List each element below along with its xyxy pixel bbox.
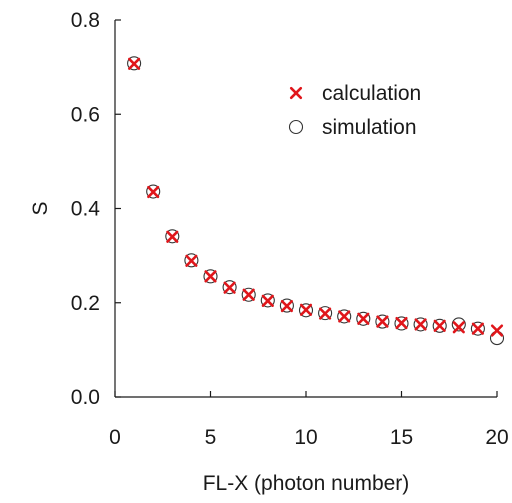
y-tick-label: 0.0 bbox=[71, 386, 100, 409]
x-tick-label: 10 bbox=[294, 426, 317, 449]
legend-label: simulation bbox=[322, 116, 417, 139]
simulation-point bbox=[184, 253, 199, 268]
x-marker-stroke bbox=[128, 57, 141, 70]
calculation-point bbox=[299, 303, 313, 316]
x-marker-stroke bbox=[338, 310, 351, 323]
legend-label: calculation bbox=[322, 82, 421, 105]
simulation-point bbox=[451, 317, 466, 332]
y-tick-label: 0.6 bbox=[71, 103, 100, 126]
y-tick-label: 0.2 bbox=[71, 292, 100, 315]
x-marker-stroke bbox=[433, 319, 446, 332]
x-marker-stroke bbox=[185, 254, 198, 267]
x-marker-stroke bbox=[490, 324, 504, 337]
x-tick-label: 0 bbox=[109, 426, 121, 449]
simulation-point bbox=[127, 56, 142, 71]
x-marker-stroke bbox=[204, 270, 217, 283]
x-marker-stroke bbox=[166, 230, 179, 243]
x-marker-stroke bbox=[261, 294, 274, 307]
legend-simulation-marker bbox=[288, 119, 304, 135]
calculation-point bbox=[147, 185, 160, 199]
calculation-point bbox=[433, 319, 446, 332]
x-marker-stroke bbox=[318, 307, 332, 320]
calculation-point bbox=[128, 57, 141, 70]
calculation-point bbox=[242, 288, 255, 301]
simulation-point bbox=[203, 269, 218, 284]
legend-calculation-marker bbox=[289, 86, 303, 100]
x-tick-label: 20 bbox=[485, 426, 508, 449]
calculation-point bbox=[261, 294, 274, 307]
calculation-point bbox=[452, 321, 465, 334]
simulation-point bbox=[165, 229, 180, 244]
calculation-point bbox=[414, 318, 427, 331]
x-marker-stroke bbox=[376, 315, 389, 328]
x-marker-stroke bbox=[223, 281, 236, 294]
x-marker-stroke bbox=[280, 299, 294, 313]
x-axis-title: FL-X (photon number) bbox=[203, 472, 410, 495]
simulation-point bbox=[356, 311, 371, 326]
simulation-point bbox=[413, 317, 428, 332]
simulation-point bbox=[222, 280, 237, 295]
simulation-point bbox=[470, 321, 485, 336]
x-marker-stroke bbox=[395, 316, 408, 330]
simulation-point bbox=[298, 303, 314, 318]
calculation-point bbox=[185, 254, 198, 267]
simulation-point bbox=[394, 316, 409, 331]
y-tick-label: 0.8 bbox=[71, 9, 100, 32]
calculation-point bbox=[471, 322, 485, 335]
x-marker-stroke bbox=[452, 321, 465, 334]
ticks: 0 5 10 15 20 0.0 0.2 0.4 0.6 0.8 bbox=[71, 9, 509, 449]
simulation-point bbox=[146, 184, 161, 199]
calculation-point bbox=[376, 315, 389, 328]
simulation-point bbox=[432, 318, 447, 333]
simulation-point bbox=[318, 306, 333, 321]
x-marker-stroke bbox=[242, 288, 255, 301]
calculation-point bbox=[357, 312, 370, 325]
x-marker-stroke bbox=[299, 303, 313, 316]
y-tick-label: 0.4 bbox=[71, 198, 101, 221]
calculation-point bbox=[395, 316, 408, 330]
data-points bbox=[127, 56, 505, 346]
calculation-point bbox=[338, 310, 351, 323]
calculation-point bbox=[204, 270, 217, 283]
axes bbox=[114, 20, 497, 398]
x-marker-stroke bbox=[147, 185, 160, 199]
x-marker-stroke bbox=[357, 312, 370, 325]
x-marker-stroke bbox=[414, 318, 427, 331]
calculation-point bbox=[318, 307, 332, 320]
simulation-point bbox=[241, 287, 256, 302]
simulation-point bbox=[337, 309, 352, 324]
calculation-point bbox=[490, 324, 504, 337]
simulation-point bbox=[260, 293, 275, 308]
x-marker-stroke bbox=[471, 322, 485, 335]
x-marker-stroke bbox=[289, 86, 303, 100]
calculation-point bbox=[166, 230, 179, 243]
simulation-point bbox=[375, 314, 390, 329]
y-axis-title: S bbox=[29, 201, 52, 215]
legend: calculation simulation bbox=[288, 82, 421, 139]
calculation-point bbox=[280, 299, 294, 313]
x-tick-label: 15 bbox=[390, 426, 413, 449]
simulation-point bbox=[279, 298, 294, 313]
calculation-point bbox=[223, 281, 236, 294]
x-tick-label: 5 bbox=[205, 426, 217, 449]
